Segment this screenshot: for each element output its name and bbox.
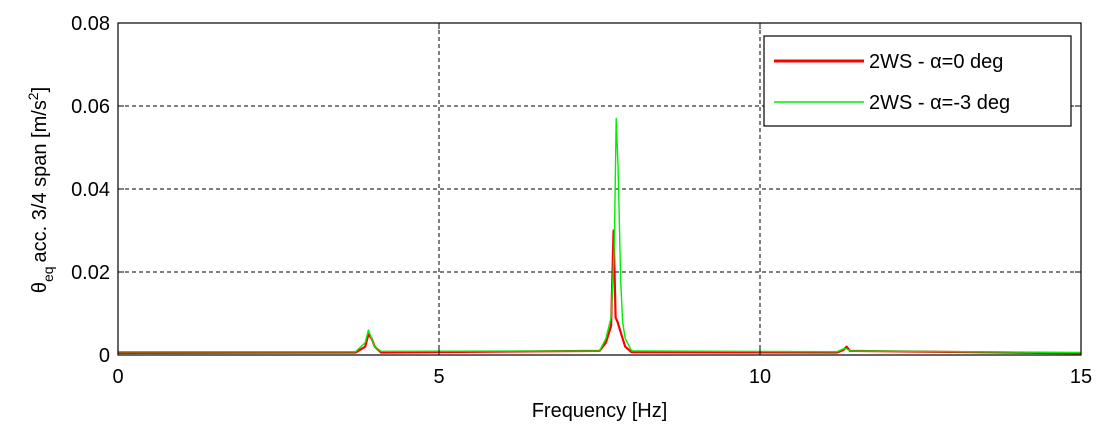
legend-label-series-2: 2WS - α=-3 deg: [869, 92, 1010, 114]
y-tick-label: 0.08: [71, 13, 110, 35]
x-tick-label: 15: [1070, 366, 1092, 388]
y-tick-label: 0.02: [71, 262, 110, 284]
series-line-2: [118, 117, 1082, 354]
y-label-subscript: eq: [40, 266, 56, 282]
legend-label-series-1: 2WS - α=0 deg: [869, 51, 1003, 73]
legend-box: [763, 35, 1072, 127]
y-label-close: ]: [29, 87, 51, 93]
y-tick-label: 0: [99, 345, 110, 367]
x-tick-label: 10: [749, 366, 771, 388]
legend: 2WS - α=0 deg 2WS - α=-3 deg: [763, 35, 1072, 127]
y-label-superscript: 2: [25, 92, 41, 100]
series-line-1: [117, 229, 1082, 355]
y-axis-label: θeq acc. 3/4 span [m/s2]: [25, 87, 56, 293]
grid: [118, 23, 1081, 355]
x-tick-label: 5: [433, 366, 444, 388]
y-tick-label: 0.04: [71, 179, 110, 201]
y-label-text: acc. 3/4 span [m/s: [29, 100, 51, 262]
y-label-theta: θ: [29, 282, 51, 293]
ticks: 0 5 10 15 0 0.02 0.04 0.06 0.08: [71, 13, 1092, 388]
x-axis-label: Frequency [Hz]: [532, 400, 668, 422]
series-layer: [117, 117, 1082, 355]
x-tick-label: 0: [112, 366, 123, 388]
y-tick-label: 0.06: [71, 96, 110, 118]
